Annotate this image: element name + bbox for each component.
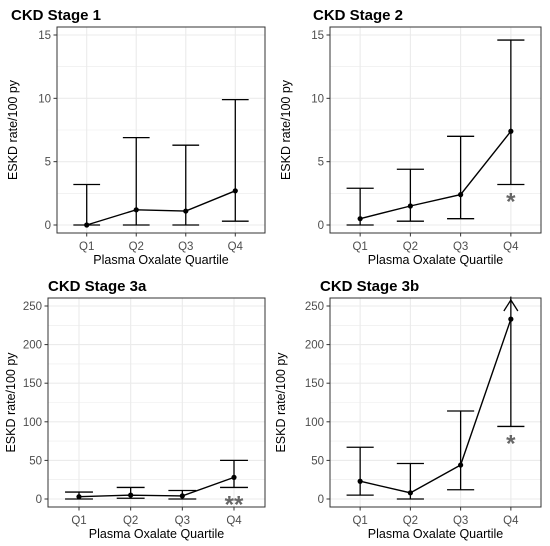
panel-title: CKD Stage 3b	[320, 278, 419, 295]
y-axis-label: ESKD rate/100 py	[279, 79, 293, 180]
x-tick-label: Q4	[503, 515, 519, 527]
x-tick-label: Q1	[79, 241, 94, 253]
x-tick-label: Q3	[453, 241, 468, 253]
data-point	[458, 192, 464, 198]
panel-border	[56, 26, 266, 234]
panel-title: CKD Stage 3a	[48, 278, 147, 295]
data-point	[133, 207, 139, 213]
series-line	[359, 130, 512, 220]
y-tick-label: 15	[311, 30, 324, 42]
data-point	[508, 128, 514, 134]
data-point	[458, 462, 464, 468]
y-tick-label: 10	[311, 93, 324, 105]
data-point	[128, 492, 134, 498]
significance-annotation: **	[225, 491, 244, 518]
x-tick-label: Q1	[71, 515, 86, 527]
y-tick-label: 5	[45, 157, 51, 169]
x-axis-label: Plasma Oxalate Quartile	[93, 253, 229, 267]
y-tick-label: 0	[45, 220, 51, 232]
data-point	[407, 490, 413, 496]
y-tick-label: 250	[305, 301, 324, 313]
x-tick-label: Q2	[123, 515, 138, 527]
data-point	[179, 493, 185, 499]
x-tick-label: Q4	[503, 241, 519, 253]
y-tick-label: 15	[38, 30, 51, 42]
error-bar-arrow	[503, 298, 519, 312]
y-tick-label: 0	[318, 220, 324, 232]
y-tick-label: 100	[305, 417, 324, 429]
data-point	[357, 478, 363, 484]
data-point	[231, 474, 237, 480]
y-tick-label: 10	[38, 93, 51, 105]
y-axis-label: ESKD rate/100 py	[274, 352, 288, 453]
x-axis-label: Plasma Oxalate Quartile	[368, 527, 504, 541]
x-tick-label: Q2	[129, 241, 144, 253]
y-tick-label: 250	[23, 301, 42, 313]
significance-annotation: *	[506, 188, 516, 215]
x-tick-label: Q3	[453, 515, 468, 527]
significance-annotation: *	[506, 430, 516, 457]
x-tick-label: Q4	[228, 241, 244, 253]
y-axis-label: ESKD rate/100 py	[6, 79, 20, 180]
panel-title: CKD Stage 2	[313, 7, 403, 24]
series-line	[78, 476, 235, 498]
x-tick-label: Q2	[403, 515, 418, 527]
data-point	[232, 188, 238, 194]
x-axis-label: Plasma Oxalate Quartile	[89, 527, 225, 541]
x-tick-label: Q3	[178, 241, 193, 253]
data-point	[183, 208, 189, 214]
panel-border	[329, 26, 542, 234]
y-tick-label: 150	[23, 378, 42, 390]
y-tick-label: 0	[36, 494, 42, 506]
x-axis-label: Plasma Oxalate Quartile	[368, 253, 504, 267]
series-line	[359, 318, 512, 494]
x-tick-label: Q1	[352, 241, 367, 253]
x-tick-label: Q4	[226, 515, 242, 527]
x-tick-label: Q2	[403, 241, 418, 253]
y-tick-label: 200	[305, 340, 324, 352]
data-point	[76, 494, 82, 500]
y-tick-label: 100	[23, 417, 42, 429]
data-point	[84, 222, 90, 228]
panel-title: CKD Stage 1	[11, 7, 101, 24]
data-point	[508, 316, 514, 322]
y-tick-label: 200	[23, 340, 42, 352]
y-tick-label: 5	[318, 157, 324, 169]
series-line	[86, 190, 236, 226]
y-axis-label: ESKD rate/100 py	[4, 352, 18, 453]
panel-border	[47, 297, 266, 508]
x-tick-label: Q3	[175, 515, 190, 527]
y-tick-label: 50	[29, 455, 42, 467]
panel-border	[329, 297, 542, 508]
y-tick-label: 50	[311, 455, 324, 467]
y-tick-label: 0	[318, 494, 324, 506]
data-point	[407, 203, 413, 209]
x-tick-label: Q1	[352, 515, 367, 527]
data-point	[357, 216, 363, 222]
y-tick-label: 150	[305, 378, 324, 390]
